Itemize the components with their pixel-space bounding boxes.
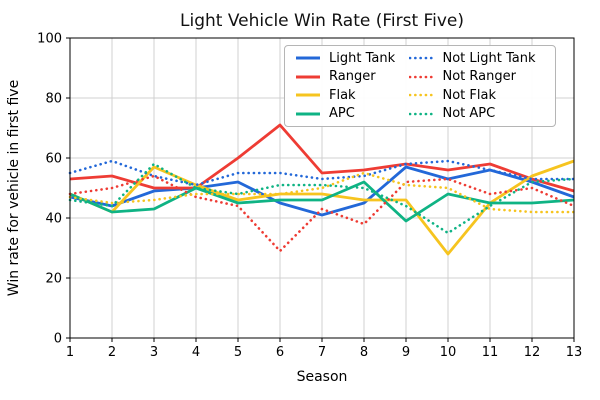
legend-item-ranger: Ranger <box>295 68 409 87</box>
legend-item-light-tank: Light Tank <box>295 49 409 68</box>
y-tick-label: 60 <box>45 152 62 167</box>
y-tick-label: 0 <box>54 332 62 347</box>
legend-label-not-ranger: Not Ranger <box>442 69 516 85</box>
legend-label-ranger: Ranger <box>329 69 376 85</box>
chart-title: Light Vehicle Win Rate (First Five) <box>180 11 464 31</box>
legend-item-apc: APC <box>295 105 409 124</box>
y-tick-label: 20 <box>45 272 62 287</box>
x-tick-label: 4 <box>192 345 200 360</box>
legend-label-not-flak: Not Flak <box>442 87 497 103</box>
x-tick-label: 12 <box>524 345 541 360</box>
legend-item-not-light-tank: Not Light Tank <box>408 49 548 68</box>
legend-line-sample-light-tank <box>296 56 320 60</box>
legend-label-not-apc: Not APC <box>442 106 496 122</box>
x-tick-label: 10 <box>440 345 457 360</box>
legend-label-not-light-tank: Not Light Tank <box>442 50 536 66</box>
legend-label-flak: Flak <box>329 87 356 103</box>
series-line-not-flak <box>68 171 576 214</box>
legend-line-sample-ranger <box>296 75 320 79</box>
x-tick-label: 3 <box>150 345 158 360</box>
legend-line-sample-flak <box>296 93 320 97</box>
y-tick-label: 40 <box>45 212 62 227</box>
series-line-not-light-tank <box>68 159 576 187</box>
legend-line-sample-apc <box>296 112 320 116</box>
x-tick-label: 11 <box>482 345 499 360</box>
y-tick-label: 80 <box>45 92 62 107</box>
x-tick-label: 1 <box>66 345 74 360</box>
legend-item-not-flak: Not Flak <box>408 86 548 105</box>
legend-item-not-apc: Not APC <box>408 105 548 124</box>
legend-line-sample-not-light-tank <box>408 56 435 60</box>
legend-item-flak: Flak <box>295 86 409 105</box>
series-line-not-apc <box>68 162 576 235</box>
series-line-not-ranger <box>68 174 576 253</box>
legend-line-sample-not-ranger <box>408 75 435 79</box>
x-tick-label: 6 <box>276 345 284 360</box>
x-tick-label: 13 <box>566 345 583 360</box>
x-axis-label: Season <box>296 369 348 385</box>
legend-line-sample-not-apc <box>408 112 435 116</box>
legend-item-not-ranger: Not Ranger <box>408 68 548 87</box>
series-line-apc <box>69 180 575 223</box>
legend-line-sample-not-flak <box>408 93 435 97</box>
x-tick-label: 7 <box>318 345 326 360</box>
legend: Light Tank Ranger Flak APC Not Light Tank Not… <box>284 45 556 127</box>
x-tick-label: 2 <box>108 345 116 360</box>
x-tick-label: 5 <box>234 345 242 360</box>
x-tick-label: 8 <box>360 345 368 360</box>
x-tick-label: 9 <box>402 345 410 360</box>
legend-label-apc: APC <box>329 106 355 122</box>
series-line-ranger <box>69 123 575 193</box>
y-tick-label: 100 <box>37 32 62 47</box>
y-axis-label: Win rate for vehicle in first five <box>6 79 22 297</box>
legend-label-light-tank: Light Tank <box>329 50 396 66</box>
